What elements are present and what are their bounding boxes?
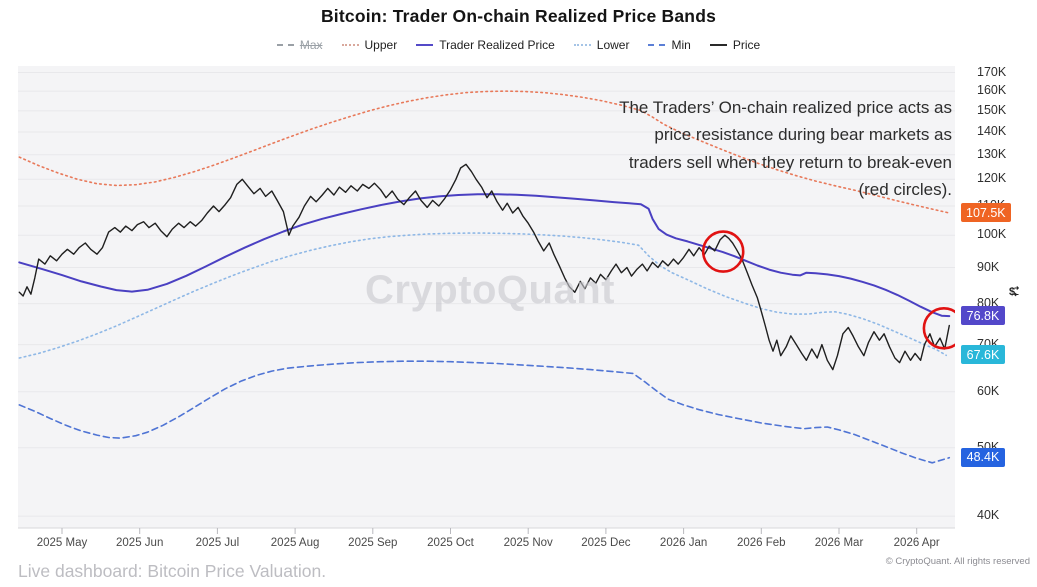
copyright-text: © CryptoQuant. All rights reserved	[885, 556, 1030, 567]
x-axis-label: 2025 Nov	[503, 537, 553, 549]
dashboard-link-text: Live dashboard: Bitcoin Price Valuation.	[18, 561, 327, 581]
x-axis-label: 2026 Feb	[736, 537, 786, 549]
y-axis-label: 120K	[977, 171, 1007, 186]
series-min	[18, 360, 951, 464]
y-axis-label: 150K	[977, 102, 1007, 117]
x-axis-label: 2025 Aug	[270, 537, 320, 549]
dashed-line-marker-icon	[276, 44, 294, 46]
price-badge-107.5K: 107.5K	[961, 203, 1011, 223]
y-axis-label: 160K	[977, 83, 1007, 98]
chart-legend: Max Upper Trader Realized Price Lower Min Pri…	[0, 38, 1037, 52]
page-title: Bitcoin: Trader On-chain Realized Price …	[320, 6, 717, 26]
series-upper	[18, 90, 951, 214]
chart-canvas[interactable]	[18, 66, 966, 536]
series-lower	[18, 232, 948, 359]
legend-item-min[interactable]: Min	[648, 38, 691, 52]
legend-label: Trader Realized Price	[439, 38, 555, 52]
y-axis-label: 140K	[977, 124, 1007, 139]
y-axis: $ 170K160K150K140K130K120K110K100K90K80K…	[955, 64, 1037, 536]
legend-label: Price	[732, 38, 761, 52]
legend-label: Upper	[364, 38, 398, 52]
price-badge-67.6K: 67.6K	[961, 345, 1005, 365]
x-axis-label: 2025 Jun	[116, 537, 164, 549]
x-axis-label: 2025 Jul	[195, 537, 240, 549]
x-axis-label: 2025 Dec	[581, 537, 631, 549]
x-axis-label: 2025 Oct	[427, 537, 474, 549]
legend-item-max[interactable]: Max	[276, 38, 323, 52]
dotted-line-marker-icon	[573, 44, 591, 46]
legend-label: Lower	[596, 38, 630, 52]
plot-area[interactable]	[18, 66, 966, 536]
legend-item-upper[interactable]: Upper	[341, 38, 398, 52]
chart-annotation: The Traders’ On-chain realized price act…	[619, 94, 952, 204]
legend-item-price[interactable]: Price	[709, 38, 761, 52]
highlight-circle	[701, 230, 745, 273]
x-axis-label: 2025 May	[36, 537, 88, 549]
annotation-line: (red circles).	[858, 180, 952, 200]
y-axis-label: 40K	[977, 508, 1000, 523]
dashed-line-marker-icon	[648, 44, 666, 46]
x-axis-label: 2025 Sep	[348, 537, 398, 549]
plot-background	[18, 66, 955, 528]
x-axis-label: 2026 Apr	[893, 537, 940, 549]
y-axis-label: 130K	[977, 146, 1007, 161]
y-axis-label: 170K	[977, 64, 1007, 79]
annotation-line: traders sell when they return to break-e…	[628, 152, 952, 172]
price-badge-76.8K: 76.8K	[961, 306, 1005, 326]
series-price	[18, 163, 950, 371]
series-trader-realized-price	[18, 193, 951, 318]
solid-line-marker-icon	[709, 44, 727, 46]
currency-toggle-icon[interactable]: $	[1005, 284, 1020, 299]
legend-item-lower[interactable]: Lower	[573, 38, 630, 52]
svg-text:$: $	[1009, 286, 1015, 298]
annotation-line: The Traders’ On-chain realized price act…	[619, 98, 952, 117]
legend-label: Max	[299, 38, 323, 52]
dotted-line-marker-icon	[341, 44, 359, 46]
x-axis-label: 2026 Jan	[659, 537, 708, 549]
y-axis-label: 80K	[977, 295, 1000, 310]
x-axis-label: 2026 Mar	[814, 537, 864, 549]
legend-item-trader-realized-price[interactable]: Trader Realized Price	[416, 38, 555, 52]
y-axis-label: 60K	[977, 383, 1000, 398]
y-axis-label: 90K	[977, 259, 1000, 274]
price-badge-48.4K: 48.4K	[961, 447, 1005, 467]
y-axis-label: 100K	[977, 227, 1007, 242]
legend-label: Min	[671, 38, 691, 52]
solid-line-marker-icon	[416, 44, 434, 46]
annotation-line: price resistance during bear markets as	[654, 125, 952, 145]
